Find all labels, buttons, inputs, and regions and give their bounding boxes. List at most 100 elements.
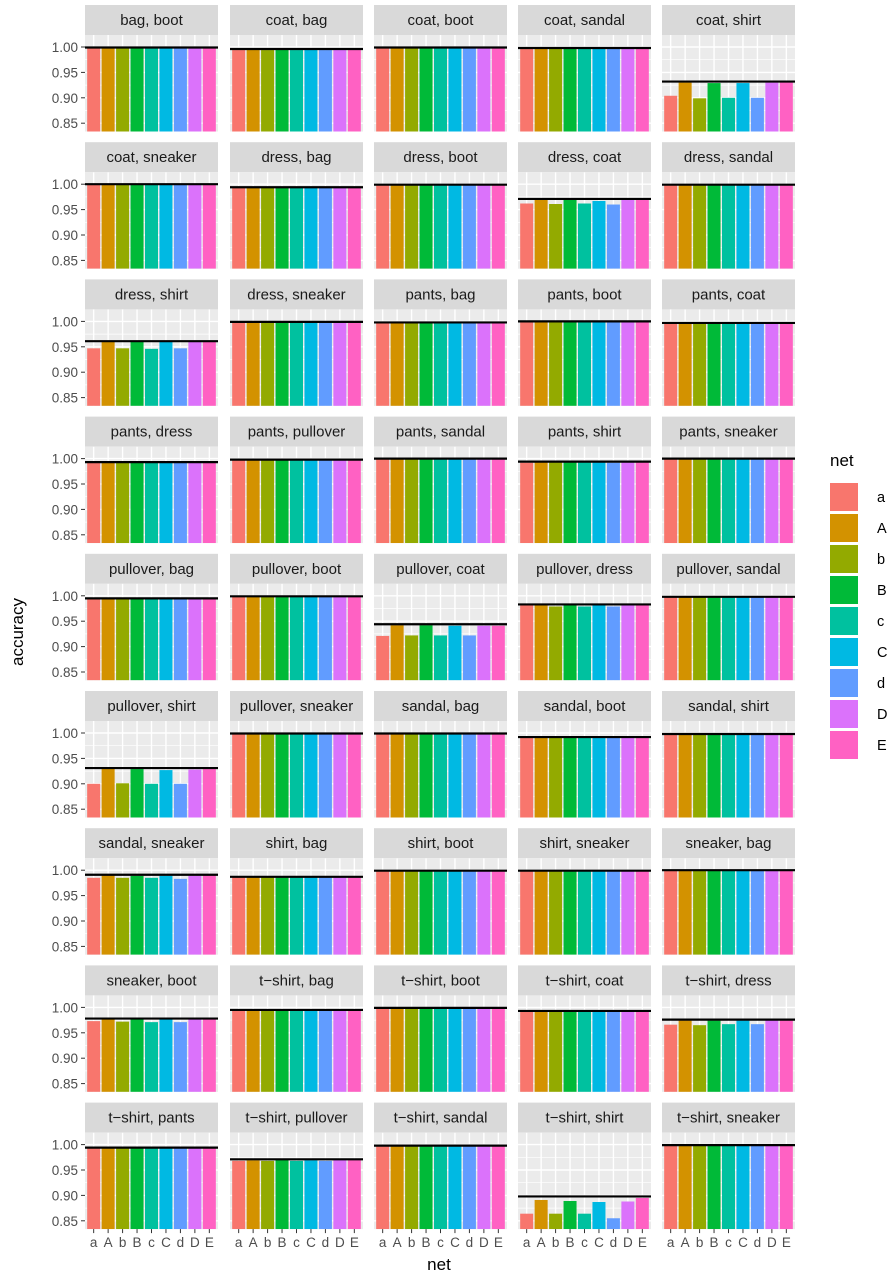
facet-title: dress, bag bbox=[261, 149, 331, 166]
bar-c bbox=[144, 877, 159, 955]
facet-panel: dress, sneaker bbox=[230, 279, 363, 406]
y-tick-label: 1.00 bbox=[52, 1000, 78, 1015]
bar-B bbox=[275, 1159, 289, 1230]
bar-c bbox=[289, 1160, 304, 1230]
bar-D bbox=[621, 461, 635, 544]
facet-title: t−shirt, shirt bbox=[546, 1110, 625, 1127]
bar-b bbox=[116, 1021, 130, 1092]
bar-B bbox=[563, 604, 577, 681]
bars bbox=[520, 199, 649, 269]
bar-d bbox=[750, 734, 764, 818]
facet-title: pullover, shirt bbox=[107, 698, 196, 715]
x-tick-label: d bbox=[610, 1235, 618, 1250]
bar-E bbox=[347, 321, 361, 406]
bar-B bbox=[707, 184, 721, 269]
bars bbox=[232, 1159, 361, 1230]
bar-A bbox=[678, 1145, 692, 1230]
bar-d bbox=[318, 1160, 332, 1230]
facet-title: pullover, coat bbox=[396, 561, 485, 578]
bar-B bbox=[707, 596, 721, 681]
facet-title: dress, boot bbox=[403, 149, 478, 166]
bar-A bbox=[534, 604, 548, 681]
bar-E bbox=[779, 596, 793, 681]
bar-d bbox=[173, 348, 187, 406]
bar-A bbox=[678, 82, 692, 132]
y-tick-label: 0.95 bbox=[52, 1163, 78, 1178]
facet-panel: pants, pullover bbox=[230, 416, 363, 544]
bar-D bbox=[188, 47, 202, 132]
bar-C bbox=[736, 1145, 750, 1230]
bar-a bbox=[664, 1024, 678, 1092]
bar-C bbox=[448, 870, 462, 955]
facet-strip bbox=[230, 1102, 363, 1133]
facet-panel: sandal, bag bbox=[374, 691, 507, 818]
bar-D bbox=[188, 1019, 202, 1092]
bars bbox=[664, 322, 793, 406]
bar-E bbox=[491, 625, 505, 681]
bar-c bbox=[289, 321, 304, 406]
facet-title: pullover, bag bbox=[109, 561, 194, 578]
x-tick-label: d bbox=[754, 1235, 762, 1250]
bar-b bbox=[405, 47, 419, 132]
bar-A bbox=[534, 321, 548, 406]
bar-D bbox=[621, 48, 635, 132]
facet-strip bbox=[85, 553, 218, 584]
bar-D bbox=[188, 462, 202, 544]
x-tick-label: b bbox=[119, 1235, 127, 1250]
x-tick-label: D bbox=[479, 1235, 489, 1250]
bar-A bbox=[101, 768, 115, 818]
bar-d bbox=[750, 596, 764, 681]
bar-a bbox=[520, 870, 534, 955]
facet-panel: coat, sneaker 0.85 0.90 0.95 1.00 bbox=[52, 142, 218, 269]
bar-B bbox=[563, 737, 577, 818]
bar-d bbox=[318, 877, 332, 955]
legend-key bbox=[830, 607, 858, 635]
x-tick-label: C bbox=[450, 1235, 460, 1250]
bar-b bbox=[116, 348, 130, 406]
bars bbox=[232, 186, 361, 269]
y-tick-label: 0.95 bbox=[52, 340, 78, 355]
facet-strip bbox=[662, 5, 795, 35]
bar-D bbox=[188, 875, 202, 955]
x-tick-label: E bbox=[638, 1235, 647, 1250]
bar-a bbox=[87, 47, 101, 132]
x-tick-label: c bbox=[725, 1235, 732, 1250]
bar-d bbox=[462, 322, 476, 406]
bar-C bbox=[592, 48, 606, 132]
bar-D bbox=[188, 598, 202, 681]
y-tick-label: 0.90 bbox=[52, 91, 78, 106]
facet-title: sandal, bag bbox=[402, 698, 480, 715]
facet-title: shirt, boot bbox=[408, 835, 475, 852]
bar-d bbox=[462, 635, 476, 681]
bar-d bbox=[462, 47, 476, 132]
bar-d bbox=[606, 870, 620, 955]
bar-C bbox=[304, 596, 318, 681]
bar-E bbox=[202, 1019, 216, 1092]
bar-b bbox=[261, 877, 275, 955]
facet-title: pants, pullover bbox=[248, 424, 346, 441]
bar-A bbox=[246, 733, 260, 818]
bar-b bbox=[261, 733, 275, 818]
bar-d bbox=[750, 97, 764, 132]
bars bbox=[520, 461, 649, 544]
bar-A bbox=[678, 1020, 692, 1092]
bar-D bbox=[477, 47, 491, 132]
bar-A bbox=[246, 187, 260, 269]
facet-title: pants, boot bbox=[547, 286, 622, 303]
bar-B bbox=[707, 322, 721, 406]
facet-strip bbox=[518, 691, 651, 721]
x-tick-label: a bbox=[379, 1235, 387, 1250]
bar-C bbox=[592, 870, 606, 955]
bar-C bbox=[448, 733, 462, 818]
bar-B bbox=[275, 733, 289, 818]
bar-A bbox=[246, 49, 260, 132]
bar-A bbox=[534, 737, 548, 818]
bars bbox=[520, 48, 649, 132]
bars bbox=[87, 598, 216, 681]
facet-title: coat, sandal bbox=[544, 12, 625, 29]
bar-C bbox=[592, 605, 606, 681]
facet-panels: bag, boot 0.85 0.90 0.95 1.00 coat, bag coat, … bbox=[52, 5, 795, 1250]
y-tick-label: 0.95 bbox=[52, 477, 78, 492]
bar-c bbox=[721, 97, 736, 132]
